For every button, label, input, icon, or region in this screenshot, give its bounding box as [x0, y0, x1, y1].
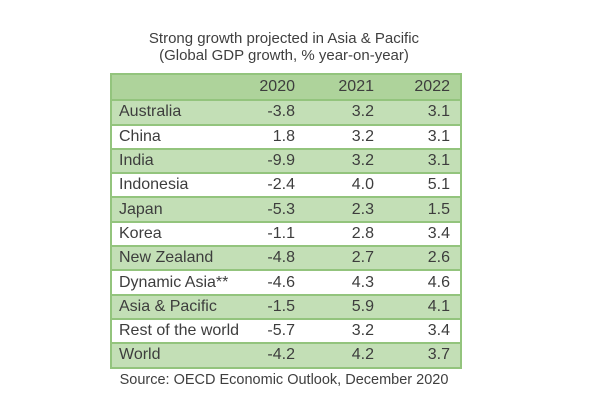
value-cell-2020: -1.1 [267, 224, 295, 242]
value-cell-2021: 5.9 [351, 297, 374, 315]
value-cell-2020: 1.8 [272, 127, 295, 145]
row-label: Rest of the world [119, 322, 240, 340]
value-cell-2021: 4.0 [351, 176, 374, 194]
value-cell-2020: -5.7 [267, 322, 295, 340]
value-cell-2021: 4.3 [351, 273, 374, 291]
row-label: World [119, 346, 161, 364]
value-cell-2021: 3.2 [351, 152, 374, 170]
value-cell-2022: 3.4 [427, 322, 450, 340]
table-row: Japan -5.3 2.3 1.5 [112, 196, 460, 221]
value-cell-2022: 1.5 [427, 200, 450, 218]
table-row: China 1.8 3.2 3.1 [112, 123, 460, 148]
table-row: New Zealand -4.8 2.7 2.6 [112, 245, 460, 270]
row-label: Japan [119, 200, 163, 218]
row-label: Dynamic Asia** [119, 273, 229, 291]
gdp-growth-table: 2020 2021 2022 Australia -3.8 3.2 3.1 China 1… [110, 73, 462, 369]
row-label: India [119, 152, 154, 170]
table-row: Korea -1.1 2.8 3.4 [112, 220, 460, 245]
value-cell-2022: 3.1 [427, 127, 450, 145]
row-label: Korea [119, 224, 162, 242]
row-label: China [119, 127, 161, 145]
value-cell-2020: -5.3 [267, 200, 295, 218]
value-cell-2021: 3.2 [351, 103, 374, 121]
table-row: Asia & Pacific -1.5 5.9 4.1 [112, 293, 460, 318]
table-row: Indonesia -2.4 4.0 5.1 [112, 172, 460, 196]
value-cell-2020: -9.9 [267, 152, 295, 170]
value-cell-2021: 2.3 [351, 200, 374, 218]
value-cell-2021: 3.2 [351, 322, 374, 340]
column-header-2022: 2022 [414, 78, 450, 96]
table-row: Australia -3.8 3.2 3.1 [112, 99, 460, 124]
source-note: Source: OECD Economic Outlook, December … [119, 372, 449, 388]
value-cell-2020: -4.2 [267, 346, 295, 364]
value-cell-2020: -4.6 [267, 273, 295, 291]
value-cell-2022: 3.1 [427, 103, 450, 121]
value-cell-2021: 2.7 [351, 249, 374, 267]
value-cell-2021: 4.2 [351, 346, 374, 364]
table-header-row: 2020 2021 2022 [112, 75, 460, 100]
column-header-2021: 2021 [338, 78, 374, 96]
value-cell-2022: 3.4 [427, 224, 450, 242]
row-label: Asia & Pacific [119, 297, 217, 315]
table-row: Rest of the world -5.7 3.2 3.4 [112, 317, 460, 342]
value-cell-2022: 4.6 [427, 273, 450, 291]
chart-subtitle: (Global GDP growth, % year-on-year) [159, 47, 409, 64]
table-row: Dynamic Asia** -4.6 4.3 4.6 [112, 269, 460, 293]
value-cell-2022: 3.7 [427, 346, 450, 364]
value-cell-2021: 3.2 [351, 127, 374, 145]
value-cell-2020: -4.8 [267, 249, 295, 267]
row-label: New Zealand [119, 249, 214, 267]
value-cell-2022: 3.1 [427, 152, 450, 170]
value-cell-2020: -2.4 [267, 176, 295, 194]
column-header-2020: 2020 [259, 78, 295, 96]
table-row: India -9.9 3.2 3.1 [112, 147, 460, 173]
row-label: Indonesia [119, 176, 189, 194]
row-label: Australia [119, 103, 182, 121]
value-cell-2022: 2.6 [427, 249, 450, 267]
value-cell-2022: 5.1 [427, 176, 450, 194]
value-cell-2022: 4.1 [427, 297, 450, 315]
table-row: World -4.2 4.2 3.7 [112, 342, 460, 367]
value-cell-2020: -3.8 [267, 103, 295, 121]
value-cell-2020: -1.5 [267, 297, 295, 315]
chart-title: Strong growth projected in Asia & Pacifi… [148, 30, 420, 47]
value-cell-2021: 2.8 [351, 224, 374, 242]
